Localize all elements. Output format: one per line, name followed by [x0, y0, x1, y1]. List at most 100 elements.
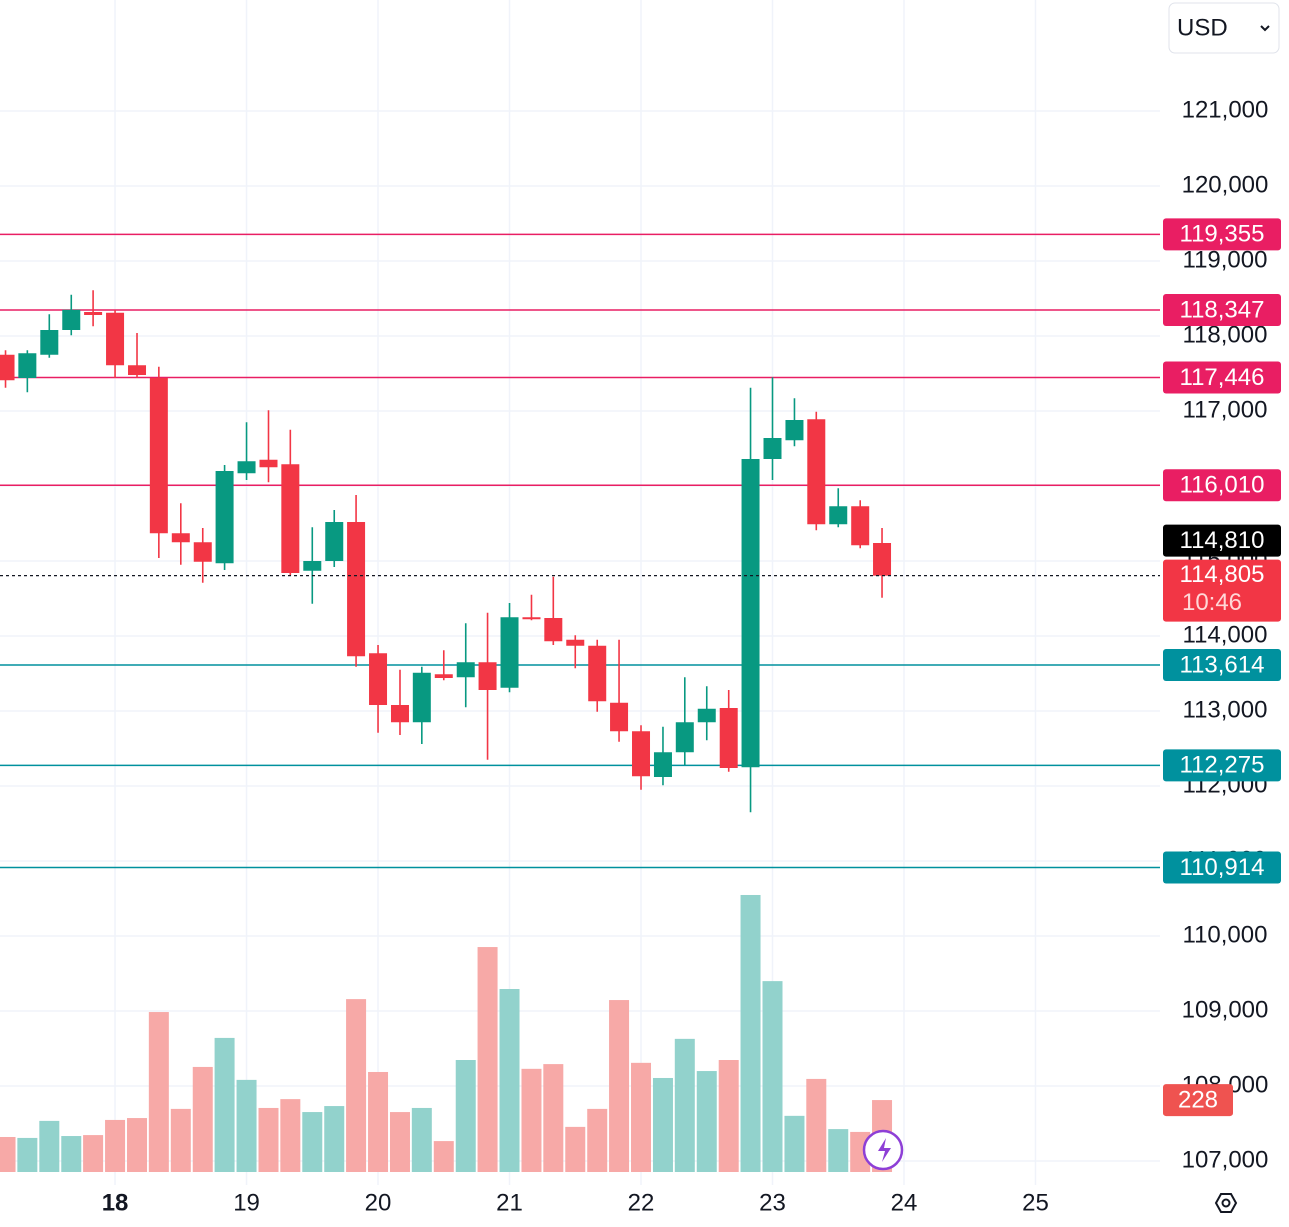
candle-body — [588, 645, 607, 702]
volume-bar — [148, 1012, 169, 1172]
y-tick-label: 117,000 — [1183, 396, 1268, 423]
level-badge — [1163, 851, 1281, 884]
currency-label: USD — [1177, 14, 1228, 41]
level-badge-label: 110,914 — [1180, 854, 1265, 881]
candle-body — [412, 672, 431, 723]
volume-bar — [718, 1059, 739, 1172]
candle-body — [84, 312, 103, 315]
candle-body — [719, 708, 738, 768]
volume-bar — [828, 1129, 849, 1172]
x-tick-label: 25 — [1022, 1189, 1049, 1216]
candle-body — [829, 506, 848, 525]
candle-body — [215, 471, 234, 564]
candle-body — [873, 543, 892, 576]
volume-bar — [806, 1078, 827, 1172]
volume-bar — [565, 1126, 586, 1172]
volume-bar — [17, 1137, 38, 1172]
volume-bar — [455, 1059, 476, 1172]
volume-bar — [368, 1071, 389, 1172]
y-tick-label: 119,000 — [1183, 246, 1268, 273]
candle-body — [390, 705, 409, 723]
level-badge — [1163, 293, 1281, 326]
y-tick-label: 113,000 — [1183, 696, 1268, 723]
level-badge-label: 116,010 — [1180, 472, 1265, 499]
volume-bar — [324, 1106, 345, 1172]
y-tick-label: 114,000 — [1183, 621, 1268, 648]
candle-body — [544, 618, 563, 642]
x-tick-label: 23 — [759, 1189, 786, 1216]
y-tick-label: 120,000 — [1182, 171, 1269, 198]
currency-dropdown[interactable] — [1168, 2, 1280, 54]
level-badge — [1163, 469, 1281, 502]
candle-body — [325, 522, 344, 561]
volume-bar — [762, 981, 783, 1172]
candle-body — [522, 617, 541, 620]
level-badge — [1163, 361, 1281, 394]
level-badge-label: 113,614 — [1180, 651, 1265, 678]
candle-body — [303, 561, 322, 571]
candle-body — [610, 702, 629, 732]
candle-body — [347, 522, 366, 657]
volume-bar — [258, 1107, 279, 1172]
volume-bar — [389, 1112, 410, 1172]
volume-bar — [192, 1066, 213, 1172]
volume-bar — [587, 1108, 608, 1172]
candle-body — [171, 533, 190, 543]
volume-bar — [346, 999, 367, 1172]
x-tick-label: 19 — [233, 1189, 260, 1216]
candle-body — [697, 708, 716, 723]
marker-price-label: 114,810 — [1180, 527, 1265, 554]
x-tick-label: 18 — [102, 1189, 129, 1216]
candle-body — [785, 420, 804, 441]
x-tick-label: 22 — [628, 1189, 655, 1216]
candle-body — [653, 752, 672, 777]
candle-body — [18, 353, 37, 378]
level-badge — [1163, 218, 1281, 251]
candle-body — [675, 722, 694, 753]
x-tick-label: 20 — [365, 1189, 392, 1216]
y-tick-label: 109,000 — [1182, 996, 1269, 1023]
last-price-badge — [1163, 559, 1281, 622]
volume-bar — [236, 1079, 257, 1172]
volume-bar — [39, 1120, 60, 1172]
candle-body — [40, 330, 59, 355]
candle-body — [632, 731, 651, 777]
volume-bar — [433, 1141, 454, 1172]
y-tick-label: 107,000 — [1182, 1146, 1269, 1173]
x-tick-label: 24 — [891, 1189, 918, 1216]
volume-bar — [674, 1038, 695, 1172]
volume-bar — [543, 1064, 564, 1172]
countdown-label: 10:46 — [1182, 589, 1242, 616]
candle-body — [500, 617, 519, 688]
volume-bar — [214, 1037, 235, 1172]
y-tick-label: 110,000 — [1183, 921, 1268, 948]
marker-price-badge — [1163, 524, 1281, 557]
candle-body — [193, 542, 212, 562]
candle-body — [106, 312, 125, 366]
x-tick-label: 21 — [496, 1189, 523, 1216]
volume-bar — [631, 1062, 652, 1172]
y-tick-label: 121,000 — [1182, 96, 1269, 123]
candle-body — [237, 461, 256, 474]
settings-icon[interactable] — [1214, 1193, 1238, 1213]
level-badge-label: 112,275 — [1180, 752, 1265, 779]
level-badge-label: 119,355 — [1180, 221, 1265, 248]
volume-bar — [784, 1115, 805, 1172]
volume-bar — [105, 1119, 126, 1172]
candle-body — [281, 464, 300, 573]
volume-bar — [499, 989, 520, 1172]
volume-bar — [411, 1107, 432, 1172]
volume-bar — [0, 1136, 16, 1172]
volume-bar — [652, 1077, 673, 1172]
last-price-label: 114,805 — [1180, 561, 1265, 588]
volume-bar — [83, 1135, 104, 1172]
dropdown-chevron — [1260, 25, 1270, 32]
candle-body — [456, 662, 475, 678]
assistant-icon — [878, 1138, 891, 1162]
level-badge — [1163, 648, 1281, 681]
candle-body — [0, 354, 15, 381]
volume-bar — [280, 1099, 301, 1172]
candle-body — [478, 662, 497, 690]
candle-body — [807, 419, 826, 525]
